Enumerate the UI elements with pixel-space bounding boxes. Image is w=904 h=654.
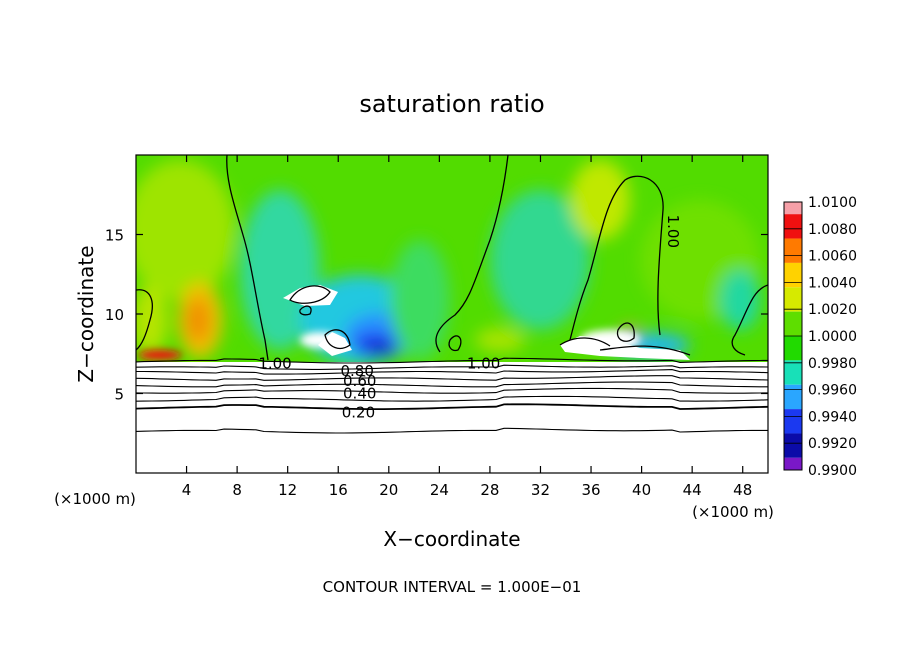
colorbar-label: 1.0020 — [808, 302, 857, 318]
contour-label: 0.80 — [340, 362, 373, 380]
contour-interval-note: CONTOUR INTERVAL = 1.000E−01 — [323, 578, 582, 596]
colorbar-swatch — [784, 214, 802, 239]
x-axis-label: X−coordinate — [383, 527, 520, 551]
stable-layer-contours — [136, 357, 768, 434]
colorbar-label: 0.9900 — [808, 463, 857, 479]
colorbar-swatch — [784, 238, 802, 263]
x-tick-label: 28 — [480, 481, 499, 499]
contour-label: 0.20 — [342, 404, 375, 422]
contour-label: 0.40 — [343, 385, 376, 403]
colorbar-label: 1.0040 — [808, 275, 857, 291]
colorbar-label: 0.9980 — [808, 356, 857, 372]
colorbar-swatch — [784, 336, 802, 361]
x-unit-left: (×1000 m) — [54, 490, 136, 508]
colorbar-swatch — [784, 360, 802, 385]
stable-layer-contour — [136, 381, 768, 388]
stable-layer-contour — [136, 375, 768, 381]
x-axis-ticks: 4 8 12 16 20 24 28 32 36 40 44 48 — [182, 155, 752, 499]
x-tick-label: 32 — [531, 481, 550, 499]
colorbar-label: 1.0080 — [808, 222, 857, 238]
colorbar-label: 0.9920 — [808, 436, 857, 452]
colorbar-label: 1.0060 — [808, 249, 857, 265]
x-tick-label: 20 — [379, 481, 398, 499]
x-tick-label: 36 — [581, 481, 600, 499]
colorbar-swatch — [784, 409, 802, 434]
colorbar-swatch — [784, 457, 802, 470]
x-tick-label: 40 — [632, 481, 651, 499]
x-tick-label: 24 — [430, 481, 449, 499]
heatmap-field — [136, 155, 768, 473]
colorbar: 1.0100 1.0080 1.0060 1.0040 1.0020 1.0000 0.99… — [783, 195, 857, 479]
colorbar-label: 1.0100 — [808, 195, 857, 211]
colorbar-swatch — [784, 311, 802, 336]
stable-layer-contour — [136, 369, 768, 375]
stable-layer-contour — [136, 427, 768, 434]
contour-label: 1.00 — [664, 215, 682, 248]
x-tick-label: 4 — [182, 481, 192, 499]
chart-title: saturation ratio — [359, 90, 544, 118]
contour-labels: 1.00 1.00 1.00 0.800.600.400.20 — [258, 215, 682, 422]
x-tick-label: 16 — [329, 481, 348, 499]
stable-layer-contour — [136, 387, 768, 394]
y-tick-label: 5 — [114, 386, 124, 404]
colorbar-swatch — [784, 202, 802, 215]
x-tick-label: 44 — [683, 481, 702, 499]
x-tick-label: 48 — [733, 481, 752, 499]
colorbar-label: 0.9960 — [808, 383, 857, 399]
colorbar-swatch — [784, 433, 802, 458]
x-unit-right: (×1000 m) — [692, 503, 774, 521]
stable-layer-contour — [136, 403, 768, 410]
y-axis-label: Z−coordinate — [74, 245, 98, 382]
stable-layer-contour — [136, 357, 768, 364]
colorbar-swatch — [784, 384, 802, 410]
contour-label: 1.00 — [258, 354, 291, 372]
y-tick-label: 15 — [105, 227, 124, 245]
colorbar-label: 1.0000 — [808, 329, 857, 345]
x-tick-label: 8 — [232, 481, 242, 499]
stable-layer-contour — [136, 364, 768, 370]
y-axis-ticks: 5 10 15 — [105, 227, 768, 404]
contour-label: 1.00 — [467, 354, 500, 372]
x-tick-label: 12 — [278, 481, 297, 499]
contour-label: 0.60 — [343, 372, 376, 390]
stable-layer-contour — [136, 395, 768, 402]
colorbar-label: 0.9940 — [808, 409, 857, 425]
colorbar-swatch — [784, 262, 802, 288]
y-tick-label: 10 — [105, 306, 124, 324]
colorbar-swatch — [784, 287, 802, 312]
